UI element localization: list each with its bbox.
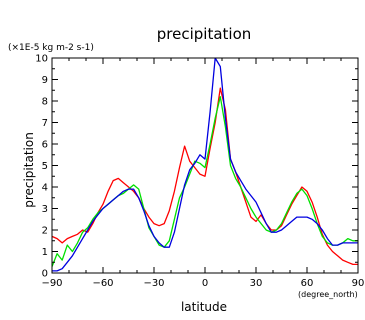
x-tick-label: 60 <box>301 278 314 289</box>
chart-title: precipitation <box>157 25 252 43</box>
x-tick-label: −90 <box>41 278 62 289</box>
x-tick-label: 30 <box>250 278 263 289</box>
y-tick-label: 0 <box>42 269 48 280</box>
y-tick-label: 2 <box>42 226 48 237</box>
series-layer <box>52 58 358 272</box>
y-tick-label: 7 <box>42 118 48 129</box>
y-tick-label: 5 <box>42 161 48 172</box>
x-tick-label: −60 <box>92 278 113 289</box>
x-axis-label: latitude <box>181 300 227 314</box>
y-tick-label: 6 <box>42 140 48 151</box>
y-tick-label: 4 <box>42 183 48 194</box>
tick-layer: −90 −60 −30 0 30 60 90 0 1 2 3 4 5 6 7 8 9 10 <box>35 54 364 290</box>
y-tick-label: 3 <box>42 204 48 215</box>
x-tick-label: −30 <box>143 278 164 289</box>
y-tick-label: 10 <box>35 54 48 65</box>
x-tick-label: 0 <box>202 278 208 289</box>
y-axis-label: precipitation <box>22 132 36 208</box>
y-tick-label: 9 <box>42 75 48 86</box>
x-unit-label: (degree_north) <box>298 290 358 299</box>
series-line-1 <box>52 87 358 266</box>
series-line-3 <box>52 58 358 272</box>
y-units-label: (×1E-5 kg m-2 s-1) <box>8 43 94 53</box>
y-tick-label: 8 <box>42 97 48 108</box>
x-tick-label: 90 <box>352 278 365 289</box>
y-tick-label: 1 <box>42 247 48 258</box>
series-line-2 <box>52 96 358 267</box>
